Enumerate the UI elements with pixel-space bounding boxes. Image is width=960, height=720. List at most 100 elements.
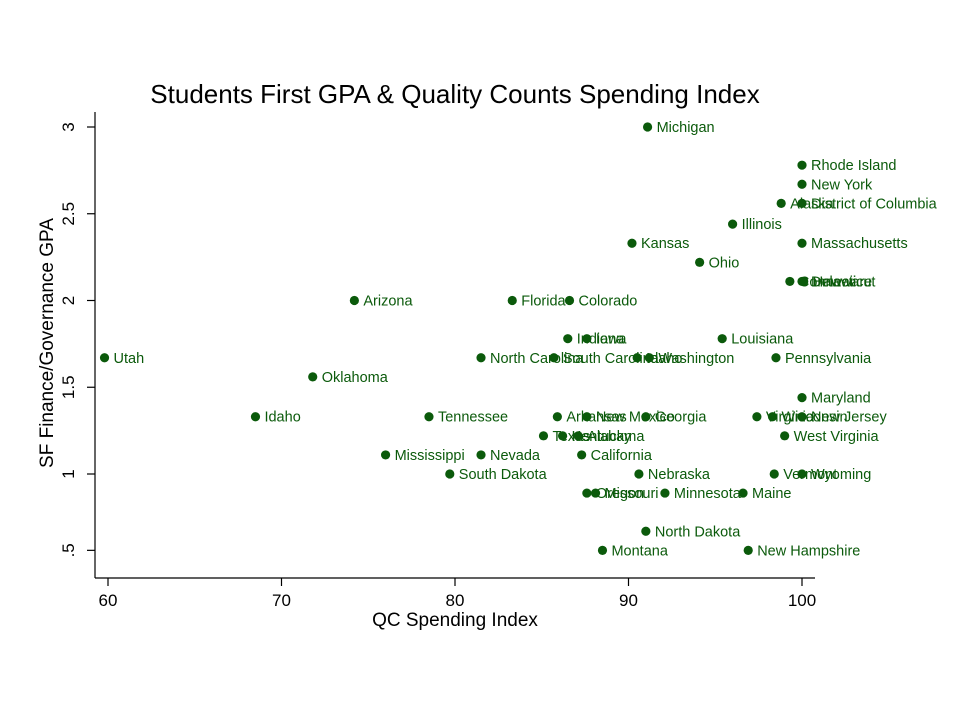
data-point	[797, 469, 807, 479]
data-point-label: Connecticut	[799, 274, 876, 290]
data-point-label: Oklahoma	[322, 370, 389, 386]
data-point	[776, 198, 786, 208]
x-tick-label: 100	[788, 591, 816, 610]
data-point	[797, 198, 807, 208]
data-point-label: Minnesota	[674, 486, 742, 502]
data-point	[552, 412, 562, 422]
data-point	[590, 488, 601, 498]
data-point	[476, 353, 486, 363]
data-point-label: Delaware	[811, 274, 872, 290]
data-point	[799, 276, 809, 287]
data-point	[564, 295, 575, 306]
data-point	[573, 431, 583, 441]
x-tick-label: 80	[446, 591, 465, 610]
data-point	[563, 334, 573, 344]
data-point-label: New York	[811, 177, 873, 193]
data-point	[250, 412, 261, 422]
y-tick-label: 1	[59, 469, 78, 478]
data-point	[582, 488, 592, 498]
tick-marks: 60 70 80 90 100 .5 1 1.5 2 2.5 3	[59, 122, 816, 610]
data-point-label: West Virginia	[794, 429, 880, 445]
data-point-label: New Jersey	[811, 410, 887, 426]
data-point-label: Idaho	[264, 410, 300, 426]
data-point	[660, 488, 670, 498]
data-point	[582, 334, 592, 344]
data-point-label: Utah	[114, 351, 145, 367]
data-point	[769, 469, 779, 479]
data-point	[717, 334, 727, 344]
data-point-label: District of Columbia	[811, 196, 938, 212]
data-point-label: Michigan	[657, 120, 715, 136]
data-point-label: Oregon	[596, 486, 644, 502]
data-point-label: Nevada	[490, 448, 541, 464]
data-point-label: Arkansas	[566, 410, 626, 426]
data-point-label: Wisconsin	[782, 410, 848, 426]
data-point-label: North Carolina	[490, 351, 584, 367]
data-point-label: Pennsylvania	[785, 351, 872, 367]
data-point-label: Wyoming	[811, 467, 871, 483]
data-point-label: Rhode Island	[811, 158, 896, 174]
data-point	[538, 431, 549, 441]
data-point	[507, 295, 517, 306]
data-point	[627, 238, 637, 248]
data-point	[785, 276, 795, 287]
data-point	[780, 431, 790, 441]
data-point	[445, 469, 455, 479]
data-point-label: Washington	[658, 351, 734, 367]
data-point-label: New Hampshire	[757, 543, 860, 559]
data-point	[771, 353, 781, 363]
data-point	[642, 122, 653, 132]
data-point-label: Alabama	[587, 429, 645, 445]
y-tick-label: .5	[59, 543, 78, 557]
data-point	[349, 295, 359, 306]
data-point	[99, 353, 110, 363]
data-point-label: Louisiana	[731, 332, 794, 348]
data-point-label: Kentucky	[572, 429, 632, 445]
x-tick-label: 70	[272, 591, 291, 610]
data-point-label: Vermont	[783, 467, 837, 483]
data-point	[644, 353, 654, 363]
data-point	[557, 431, 568, 441]
data-point-label: Mississippi	[395, 448, 465, 464]
data-point-label: Nebraska	[648, 467, 711, 483]
data-point-label: Tennessee	[438, 410, 508, 426]
data-point-label: Kansas	[641, 236, 689, 252]
data-point-label: Illinois	[742, 217, 782, 233]
data-point	[797, 393, 807, 403]
data-point	[577, 450, 587, 460]
data-point	[582, 412, 592, 422]
y-axis-label: SF Finance/Governance GPA	[37, 218, 58, 468]
data-point-label: Arizona	[363, 294, 413, 310]
data-point-label: Montana	[611, 543, 668, 559]
data-point-label: California	[591, 448, 653, 464]
data-point	[597, 545, 608, 555]
data-point	[743, 545, 753, 555]
data-point-label: Ohio	[709, 255, 740, 271]
data-point	[797, 412, 807, 422]
data-point-label: Missouri	[605, 486, 659, 502]
data-point	[308, 372, 318, 382]
chart-title: Students First GPA & Quality Counts Spen…	[150, 79, 759, 109]
data-point	[797, 238, 807, 248]
y-tick-label: 2	[59, 296, 78, 305]
data-point	[641, 412, 651, 422]
data-point-label: South Dakota	[459, 467, 548, 483]
data-point	[797, 179, 807, 189]
y-tick-label: 2.5	[59, 202, 78, 226]
y-tick-label: 1.5	[59, 375, 78, 399]
data-point	[641, 526, 651, 536]
data-point	[728, 219, 738, 229]
data-point	[797, 160, 807, 170]
data-point-label: Iowa	[596, 332, 628, 348]
data-point-label: Colorado	[579, 294, 638, 310]
data-point-label: Idaho	[646, 351, 682, 367]
y-tick-label: 3	[59, 122, 78, 131]
data-point-label: Florida	[521, 294, 566, 310]
data-point-label: New Mexico	[596, 410, 675, 426]
x-tick-label: 60	[99, 591, 118, 610]
data-point-label: Hawaii	[813, 274, 857, 290]
data-point	[634, 469, 644, 479]
data-point	[767, 412, 778, 422]
